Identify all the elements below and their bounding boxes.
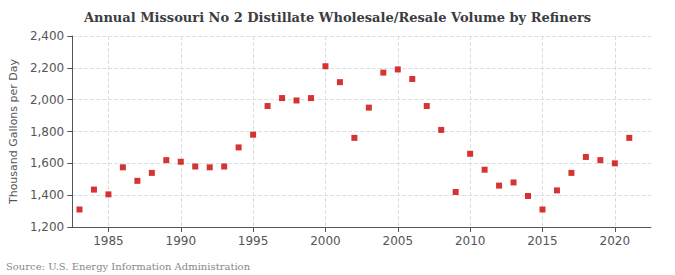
- svg-text:2020: 2020: [600, 234, 631, 248]
- svg-text:2005: 2005: [383, 234, 414, 248]
- svg-text:2000: 2000: [310, 234, 341, 248]
- svg-text:2,400: 2,400: [30, 29, 64, 43]
- svg-text:1,600: 1,600: [30, 156, 64, 170]
- svg-text:Annual Missouri No 2 Distillat: Annual Missouri No 2 Distillate Wholesal…: [83, 10, 591, 25]
- svg-text:1,400: 1,400: [30, 188, 64, 202]
- svg-text:1990: 1990: [165, 234, 196, 248]
- svg-text:1995: 1995: [238, 234, 269, 248]
- svg-text:1985: 1985: [93, 234, 124, 248]
- svg-text:1,800: 1,800: [30, 125, 64, 139]
- svg-text:2,000: 2,000: [30, 93, 64, 107]
- svg-text:Source: U.S. Energy Informatio: Source: U.S. Energy Information Administ…: [6, 261, 251, 272]
- svg-text:2010: 2010: [455, 234, 486, 248]
- svg-text:2,200: 2,200: [30, 61, 64, 75]
- svg-text:Thousand Gallons per Day: Thousand Gallons per Day: [7, 58, 20, 205]
- svg-text:2015: 2015: [527, 234, 558, 248]
- svg-text:1,200: 1,200: [30, 220, 64, 234]
